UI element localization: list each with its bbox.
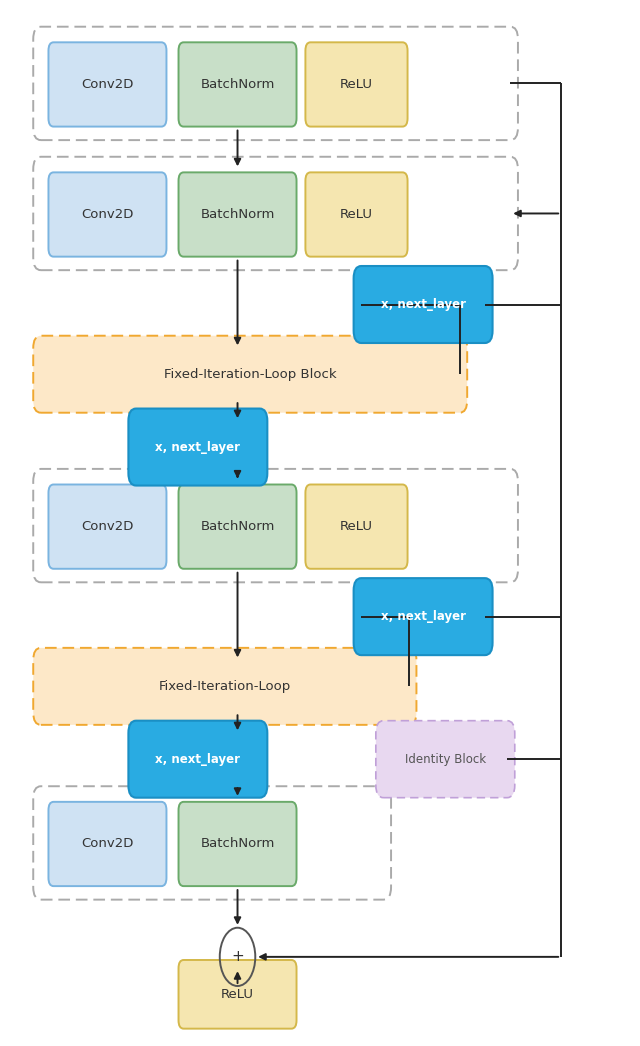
FancyBboxPatch shape (129, 721, 268, 798)
FancyBboxPatch shape (354, 578, 493, 655)
FancyBboxPatch shape (49, 802, 166, 886)
FancyBboxPatch shape (305, 173, 408, 256)
Text: ReLU: ReLU (340, 520, 373, 533)
FancyBboxPatch shape (305, 484, 408, 569)
Text: x, next_layer: x, next_layer (381, 610, 465, 623)
FancyBboxPatch shape (376, 721, 515, 798)
FancyBboxPatch shape (354, 266, 493, 343)
Text: BatchNorm: BatchNorm (200, 208, 275, 221)
Text: ReLU: ReLU (340, 208, 373, 221)
Text: BatchNorm: BatchNorm (200, 838, 275, 850)
Text: Conv2D: Conv2D (81, 78, 134, 91)
FancyBboxPatch shape (179, 960, 296, 1028)
Text: ReLU: ReLU (340, 78, 373, 91)
Text: ReLU: ReLU (221, 987, 254, 1001)
Text: BatchNorm: BatchNorm (200, 520, 275, 533)
FancyBboxPatch shape (49, 42, 166, 127)
Text: +: + (231, 950, 244, 964)
FancyBboxPatch shape (179, 484, 296, 569)
Text: x, next_layer: x, next_layer (381, 298, 465, 311)
Text: x, next_layer: x, next_layer (156, 753, 241, 766)
Text: x, next_layer: x, next_layer (156, 440, 241, 454)
FancyBboxPatch shape (33, 647, 417, 725)
Text: Fixed-Iteration-Loop: Fixed-Iteration-Loop (159, 680, 291, 692)
Text: Conv2D: Conv2D (81, 520, 134, 533)
FancyBboxPatch shape (179, 802, 296, 886)
FancyBboxPatch shape (179, 173, 296, 256)
FancyBboxPatch shape (33, 336, 467, 413)
Text: BatchNorm: BatchNorm (200, 78, 275, 91)
Text: Fixed-Iteration-Loop Block: Fixed-Iteration-Loop Block (164, 368, 337, 381)
Text: Conv2D: Conv2D (81, 838, 134, 850)
FancyBboxPatch shape (49, 484, 166, 569)
FancyBboxPatch shape (305, 42, 408, 127)
FancyBboxPatch shape (129, 409, 268, 485)
FancyBboxPatch shape (49, 173, 166, 256)
Text: Identity Block: Identity Block (404, 753, 486, 766)
Text: Conv2D: Conv2D (81, 208, 134, 221)
FancyBboxPatch shape (179, 42, 296, 127)
